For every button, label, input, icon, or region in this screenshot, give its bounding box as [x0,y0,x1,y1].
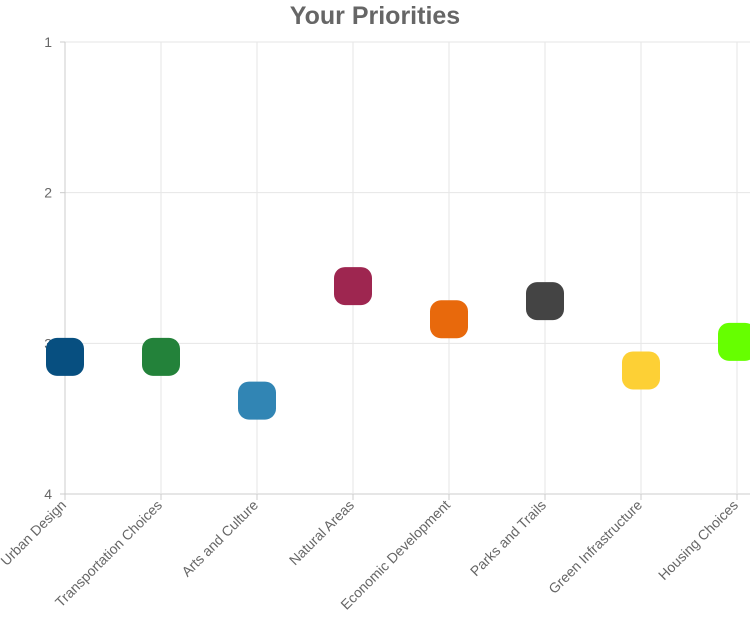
y-tick-label: 4 [44,486,52,502]
x-tick-label: Economic Development [337,497,453,613]
x-tick-label: Urban Design [0,497,69,569]
x-tick-label: Arts and Culture [178,497,261,580]
data-point-urban-design[interactable] [46,337,84,376]
data-point-economic-development[interactable] [430,300,468,339]
x-tick-label: Parks and Trails [467,497,549,579]
x-tick-label: Housing Choices [655,497,741,583]
data-point-transportation-choices[interactable] [142,337,180,376]
x-tick-label: Transportation Choices [52,497,165,610]
y-tick-label: 1 [44,34,52,50]
data-point-housing-choices[interactable] [718,322,750,361]
data-point-parks-and-trails[interactable] [526,282,564,321]
grid [64,41,750,495]
chart-title: Your Priorities [290,2,460,30]
x-tick-label: Natural Areas [286,497,357,568]
y-axis: 1234 [44,34,66,502]
data-points [46,267,750,420]
data-point-green-infrastructure[interactable] [622,351,660,390]
y-tick-label: 2 [44,185,52,201]
x-tick-label: Green Infrastructure [545,497,645,597]
data-point-arts-and-culture[interactable] [238,381,276,420]
data-point-natural-areas[interactable] [334,267,372,306]
